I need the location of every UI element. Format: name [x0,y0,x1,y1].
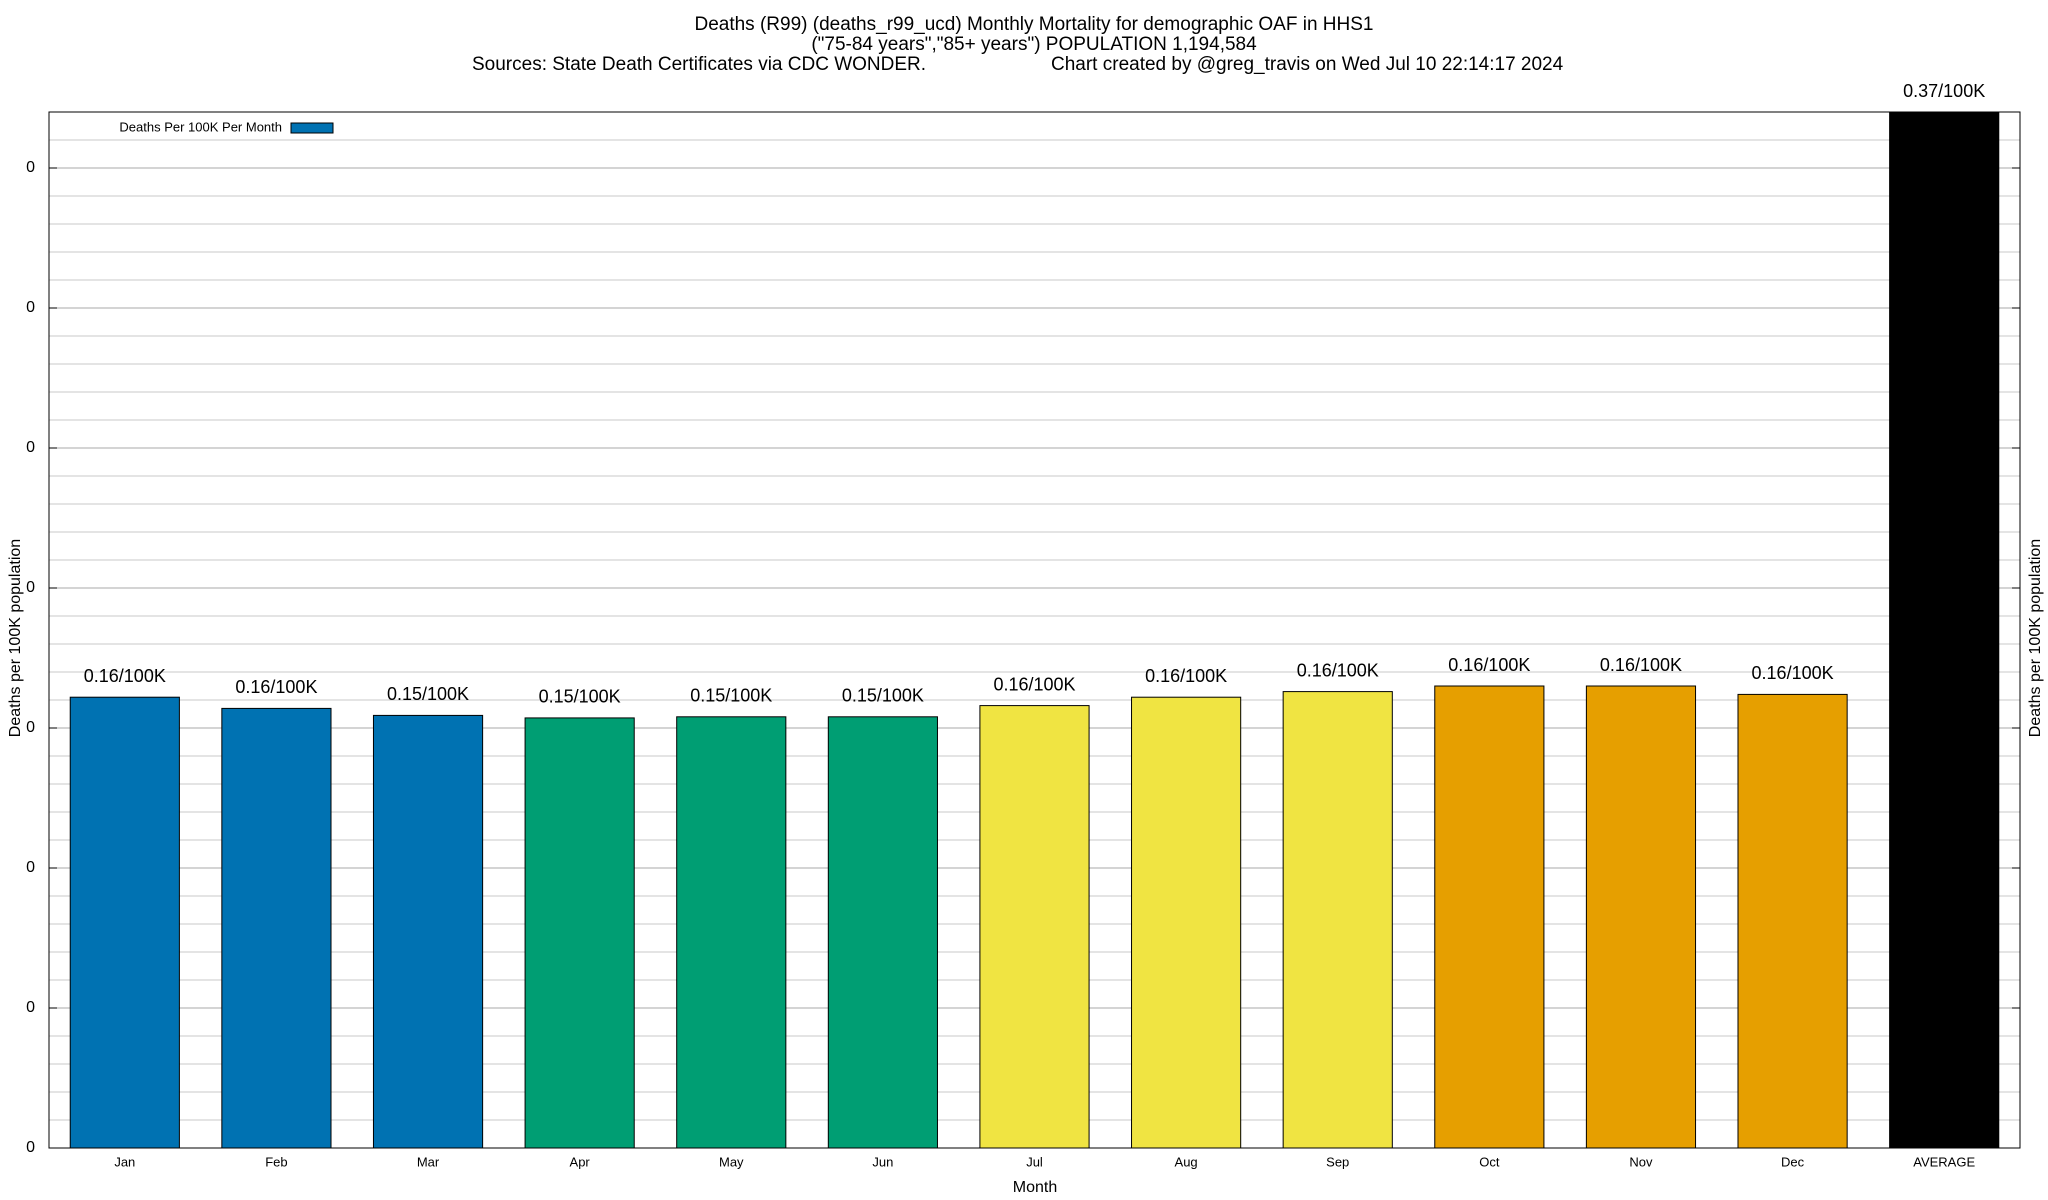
y-tick-label: 0 [26,859,35,876]
y-tick-label: 0 [26,159,35,176]
bar [1282,691,1393,1149]
bar [1434,685,1545,1149]
x-tick-label: Dec [1781,1154,1805,1169]
bar [1889,111,2000,1149]
x-tick-label: Feb [265,1154,287,1169]
value-label: 0.16/100K [84,666,166,686]
value-label: 0.15/100K [690,686,772,706]
y-tick-label: 0 [26,719,35,736]
x-tick-label: Jul [1026,1154,1043,1169]
legend-label: Deaths Per 100K Per Month [119,119,282,134]
source: Sources: State Death Certificates via CD… [472,54,926,75]
legend-swatch [290,122,334,134]
x-tick-label: May [719,1154,744,1169]
x-tick-label: Nov [1629,1154,1653,1169]
bar [676,716,787,1149]
value-label: 0.16/100K [1297,660,1379,680]
value-label: 0.15/100K [842,686,924,706]
credit: Chart created by @greg_travis on Wed Jul… [1051,54,1564,75]
value-label: 0.16/100K [235,677,317,697]
x-tick-label: Apr [570,1154,591,1169]
bar [372,714,484,1149]
bar [979,705,1090,1149]
bar [1131,696,1242,1149]
value-label: 0.37/100K [1903,81,1985,101]
y-tick-label: 0 [26,299,35,316]
y-tick-label: 0 [26,579,35,596]
y-tick-label: 0 [26,999,35,1016]
x-axis-label: Month [1013,1179,1057,1196]
y-tick-label: 0 [26,1139,35,1156]
bar [1585,685,1697,1149]
x-tick-label: Aug [1175,1154,1198,1169]
value-label: 0.15/100K [539,687,621,707]
bar [69,696,180,1149]
bar [827,716,938,1149]
y-tick-label: 0 [26,439,35,456]
chart-title: Deaths (R99) (deaths_r99_ucd) Monthly Mo… [694,14,1373,35]
value-label: 0.16/100K [1448,655,1530,675]
value-label: 0.16/100K [1600,655,1682,675]
value-label: 0.15/100K [387,684,469,704]
x-tick-label: Mar [417,1154,440,1169]
x-tick-label: Jun [872,1154,893,1169]
x-tick-label: AVERAGE [1913,1154,1975,1169]
bar [221,707,332,1149]
x-tick-label: Oct [1479,1154,1500,1169]
bar [524,717,635,1149]
value-label: 0.16/100K [1145,666,1227,686]
y-axis-label: Deaths per 100K population [7,539,24,737]
value-label: 0.16/100K [1752,663,1834,683]
x-tick-label: Sep [1326,1154,1349,1169]
x-tick-label: Jan [114,1154,135,1169]
y2-axis-label: Deaths per 100K population [2027,539,2044,737]
value-label: 0.16/100K [993,674,1075,694]
chart-subtitle: ("75-84 years","85+ years") POPULATION 1… [811,34,1257,55]
bar [1737,693,1848,1149]
